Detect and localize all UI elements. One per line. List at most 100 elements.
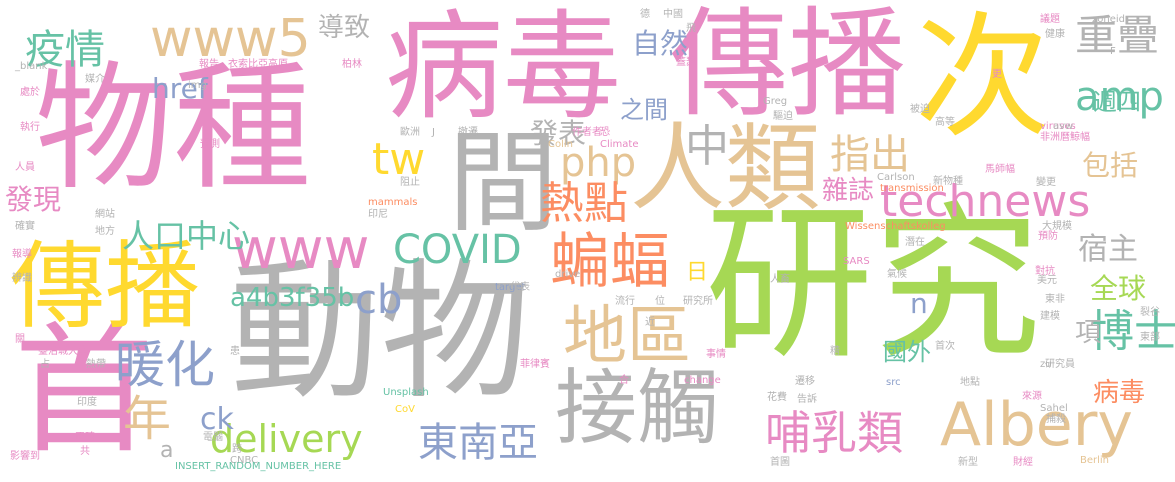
word-albery: Albery <box>940 390 1133 460</box>
word-technews: technews <box>880 176 1091 227</box>
word-baokuo: 包括 <box>1082 149 1139 182</box>
word-small: 捕殺 <box>1046 414 1066 425</box>
word-nuanhua: 暖化 <box>115 336 215 394</box>
word-small: drive <box>555 269 581 280</box>
word-small: 地方 <box>95 226 115 237</box>
word-guowai: 國外 <box>883 338 931 366</box>
word-small: CoV <box>395 404 415 415</box>
word-small: 議題 <box>1040 14 1060 25</box>
word-small: Colin <box>548 139 573 150</box>
word-small: 確實 <box>15 221 35 232</box>
word-small: 變更 <box>1036 177 1056 188</box>
word-zhong: 中 <box>685 121 729 172</box>
word-small: 報告 <box>199 59 219 70</box>
word-small: 預測 <box>200 139 220 150</box>
word-small: 衣索比亞高原 <box>228 59 288 70</box>
word-small: mammals <box>368 197 418 208</box>
word-small: 撤遷 <box>458 127 478 138</box>
word-small: 來源 <box>1022 391 1042 402</box>
word-a4b3: a4b3f35b <box>230 283 355 313</box>
word-small: 共 <box>80 446 90 457</box>
word-small: 對抗 <box>1035 266 1055 277</box>
word-cb: cb <box>355 277 403 323</box>
word-small: img <box>188 80 207 91</box>
word-quanqiu: 全球 <box>1090 272 1147 305</box>
word-fabiao: 發表 <box>530 117 587 150</box>
word-small: 高等 <box>935 117 955 128</box>
word-small: 辨識 <box>12 273 32 284</box>
word-shou: 首 <box>14 310 155 473</box>
word-zhijian: 之間 <box>620 96 668 124</box>
word-small: Climate <box>600 139 639 150</box>
word-small: 告訴 <box>797 394 817 405</box>
word-small: 被迫 <box>910 104 930 115</box>
word-small: 位 <box>655 296 665 307</box>
word-small: 熱帶 <box>86 359 106 370</box>
word-suzhu: 宿主 <box>1078 232 1138 267</box>
word-delivery: delivery <box>210 417 363 461</box>
word-small: 代表 <box>510 282 530 293</box>
word-small: SARS <box>843 256 870 267</box>
word-small: 柏林 <box>342 59 362 70</box>
word-small: J <box>432 127 435 138</box>
word-small: Carlson <box>877 172 915 183</box>
word-small: 首圖 <box>770 457 790 468</box>
word-small: 媒介 <box>85 74 105 85</box>
word-small: 更 <box>992 69 1002 80</box>
word-zhousi: 週四 <box>1093 88 1141 116</box>
word-small: 電腦 <box>203 432 223 443</box>
word-small: transmission <box>880 183 944 194</box>
word-buru: 哺乳類 <box>765 406 903 460</box>
word-small: 作者者 <box>572 127 602 138</box>
word-small: 新物種 <box>933 176 963 187</box>
word-php: php <box>560 140 637 186</box>
word-diqu: 地區 <box>563 300 691 374</box>
word-dongnanya: 東南亞 <box>418 420 538 466</box>
word-small: 潛在 <box>905 237 925 248</box>
word-small: 執行 <box>20 122 40 133</box>
word-small: _blank <box>15 61 48 72</box>
word-small: 研究所 <box>683 296 713 307</box>
word-small: F <box>1110 46 1116 57</box>
word-yiqing: 疫情 <box>25 27 105 73</box>
word-small: 影響到 <box>10 451 40 462</box>
word-small: zu <box>1040 359 1052 370</box>
word-small: viruses <box>1040 121 1076 132</box>
word-small: 預防 <box>1038 231 1058 242</box>
word-chuanbo-top: 傳播 <box>670 0 907 133</box>
word-amp: amp <box>1075 74 1164 120</box>
word-small: change <box>684 375 721 386</box>
word-href: href <box>152 72 208 105</box>
word-covid: COVID <box>393 227 522 273</box>
word-small: 正確 <box>75 432 95 443</box>
word-small: zoneid <box>1092 14 1125 25</box>
word-ri: 日 <box>686 260 709 285</box>
word-small: 中國 <box>663 9 683 20</box>
word-bingdu-small: 病毒 <box>1093 378 1146 408</box>
word-small: 歐洲 <box>400 127 420 138</box>
word-small: 跨 <box>232 444 242 455</box>
word-tw: tw <box>372 134 426 185</box>
word-small: 人畜 <box>770 274 790 285</box>
word-dongwu: 動物 <box>230 246 531 420</box>
word-renlei: 人類 <box>630 114 821 224</box>
word-small: 東部 <box>1140 332 1160 343</box>
word-small: 飛 <box>686 23 696 34</box>
word-small: 裂谷 <box>1140 307 1160 318</box>
word-small: 建模 <box>1040 311 1060 322</box>
word-wuzhong: 物種 <box>35 48 312 209</box>
word-small: Berlin <box>1080 455 1110 466</box>
word-jiechu: 接觸 <box>555 361 720 456</box>
word-daozhi: 導致 <box>318 13 371 43</box>
word-small: avw <box>1053 121 1074 132</box>
word-small: 人員 <box>15 162 35 173</box>
word-small: 研究員 <box>1045 359 1075 370</box>
word-small: 氣候 <box>887 269 907 280</box>
word-small: 恐 <box>600 127 610 138</box>
word-ci: 次 <box>915 0 1050 156</box>
word-small: 近 <box>645 317 655 328</box>
word-small: 菲律賓 <box>520 359 550 370</box>
word-small: 德 <box>640 9 650 20</box>
word-jian: 間 <box>448 119 558 247</box>
